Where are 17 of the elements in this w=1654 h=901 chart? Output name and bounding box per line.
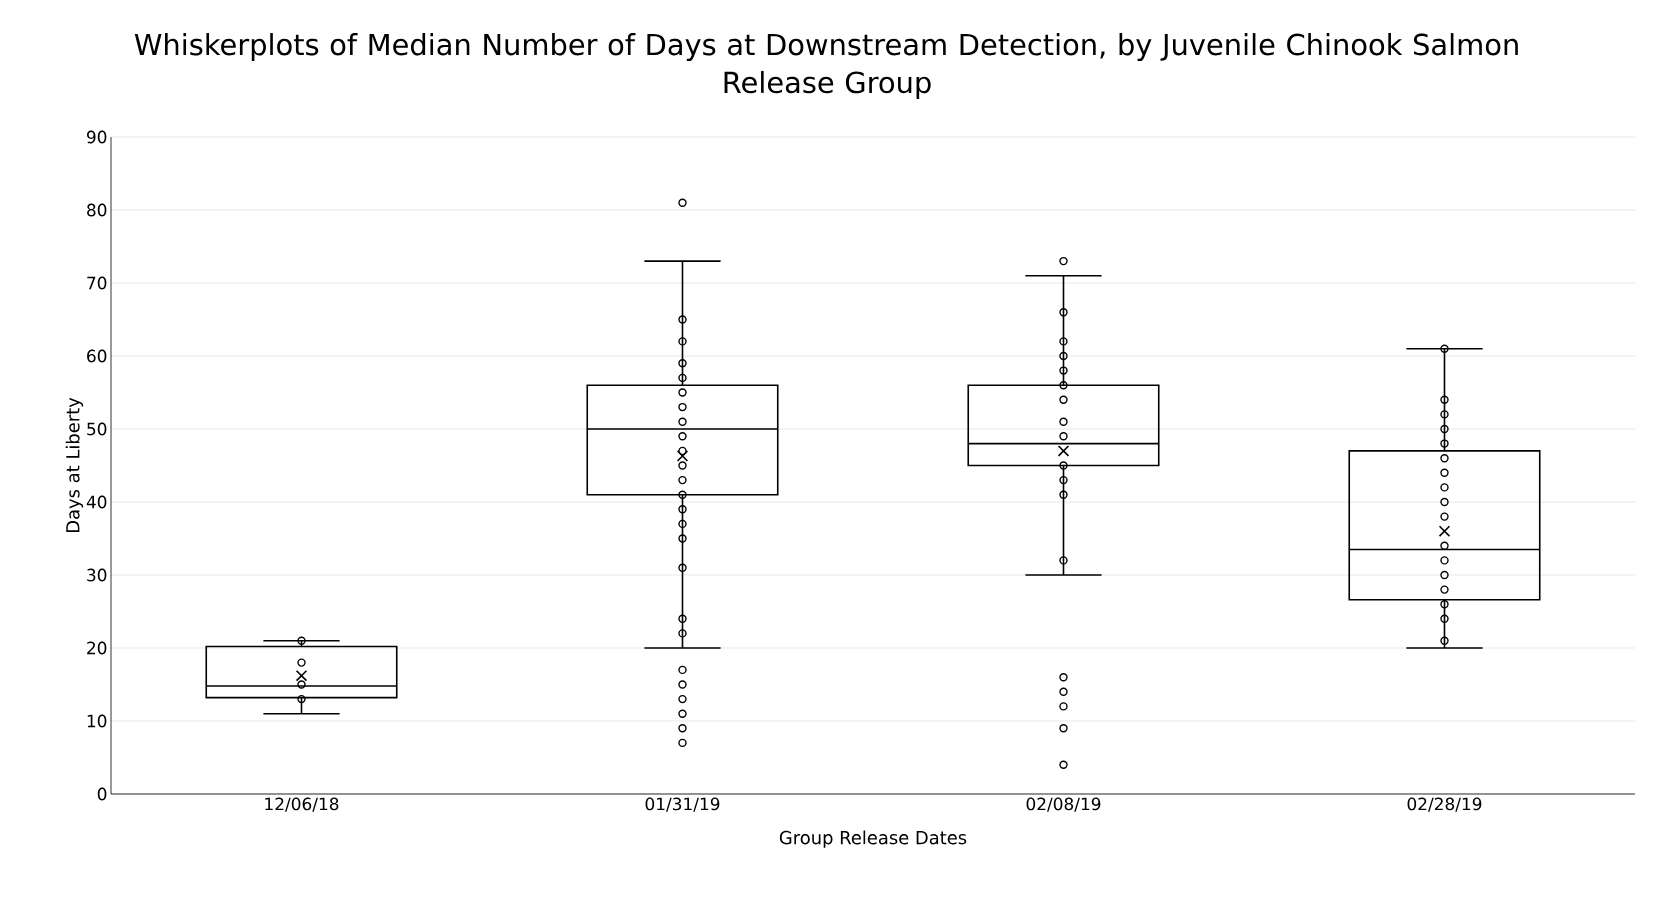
y-axis-title: Days at Liberty: [65, 397, 84, 533]
x-tick-label: 01/31/19: [645, 797, 720, 812]
y-tick-label: 20: [87, 641, 107, 655]
y-tick-label: 60: [87, 349, 107, 363]
y-tick-label: 0: [97, 787, 107, 801]
x-tick-label: 12/06/18: [265, 797, 339, 812]
x-tick-label: 02/08/19: [1026, 797, 1101, 812]
y-tick-label: 40: [86, 495, 107, 509]
x-axis-title: Group Release Dates: [779, 830, 967, 848]
y-tick-label: 90: [86, 130, 107, 144]
y-tick-label: 10: [87, 714, 107, 728]
y-tick-label: 70: [87, 276, 107, 290]
y-tick-label: 80: [87, 203, 107, 217]
x-tick-label: 02/28/19: [1407, 797, 1482, 812]
y-tick-label: 50: [87, 422, 107, 436]
chart-title: Whiskerplots of Median Number of Days at Downstream Detection, by Juvenile Chinook Salmon Release Group: [134, 33, 1518, 99]
y-tick-label: 30: [87, 568, 107, 582]
